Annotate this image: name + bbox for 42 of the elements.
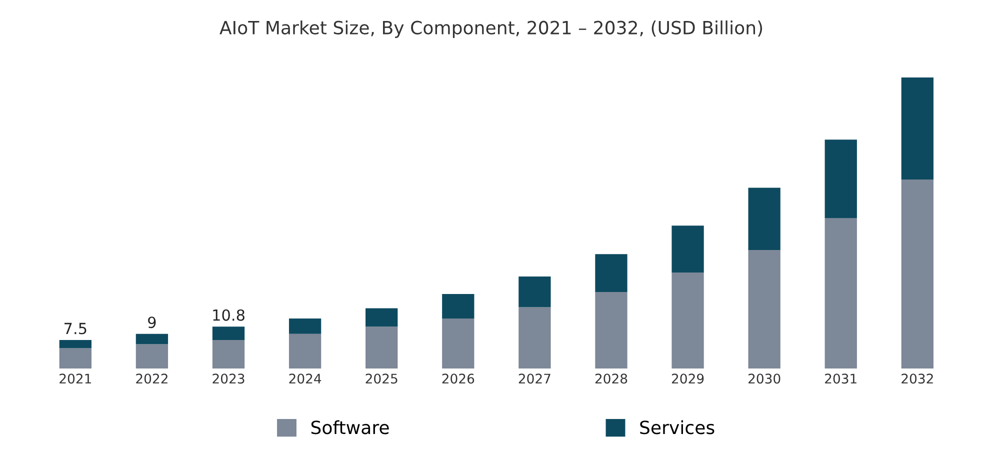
bar (288, 334, 322, 369)
x-tick-label: 2026 (442, 374, 474, 384)
bar (901, 180, 934, 369)
x-tick-label: 2032 (902, 374, 933, 384)
annotation: 10.8 (213, 309, 244, 321)
bar (288, 318, 322, 334)
legend-label: Services (640, 420, 714, 434)
bar (442, 294, 474, 318)
annotation: 7.5 (64, 322, 86, 334)
bar (442, 318, 474, 369)
bar (901, 77, 934, 180)
bar (824, 140, 857, 218)
bar (136, 344, 168, 369)
x-tick-label: 2022 (136, 374, 168, 384)
bar (136, 334, 168, 344)
x-tick-label: 2025 (366, 374, 398, 384)
annotation: 9 (148, 316, 156, 328)
x-tick-label: 2023 (212, 374, 244, 384)
bar (748, 250, 780, 369)
chart-title: AIoT Market Size, By Component, 2021 – 2032, (USD Billion) (220, 20, 762, 38)
legend-label: Software (311, 420, 389, 434)
bar (748, 188, 780, 250)
bar (366, 326, 398, 369)
x-tick-label: 2024 (289, 374, 322, 384)
bar (366, 308, 398, 327)
bar (595, 254, 628, 292)
x-tick-label: 2028 (595, 374, 628, 384)
x-tick-label: 2031 (825, 374, 856, 384)
bar (518, 307, 551, 369)
x-tick-label: 2021 (60, 374, 91, 384)
bar (595, 292, 628, 369)
bar (518, 276, 551, 308)
bar (672, 226, 704, 272)
bar (59, 348, 92, 369)
x-tick-label: 2029 (672, 374, 704, 384)
x-tick-label: 2027 (518, 374, 550, 384)
bar (212, 340, 245, 369)
bar (824, 218, 857, 369)
bar (59, 340, 92, 348)
x-tick-label: 2030 (748, 374, 780, 384)
bar (672, 272, 704, 369)
bar (212, 326, 245, 340)
